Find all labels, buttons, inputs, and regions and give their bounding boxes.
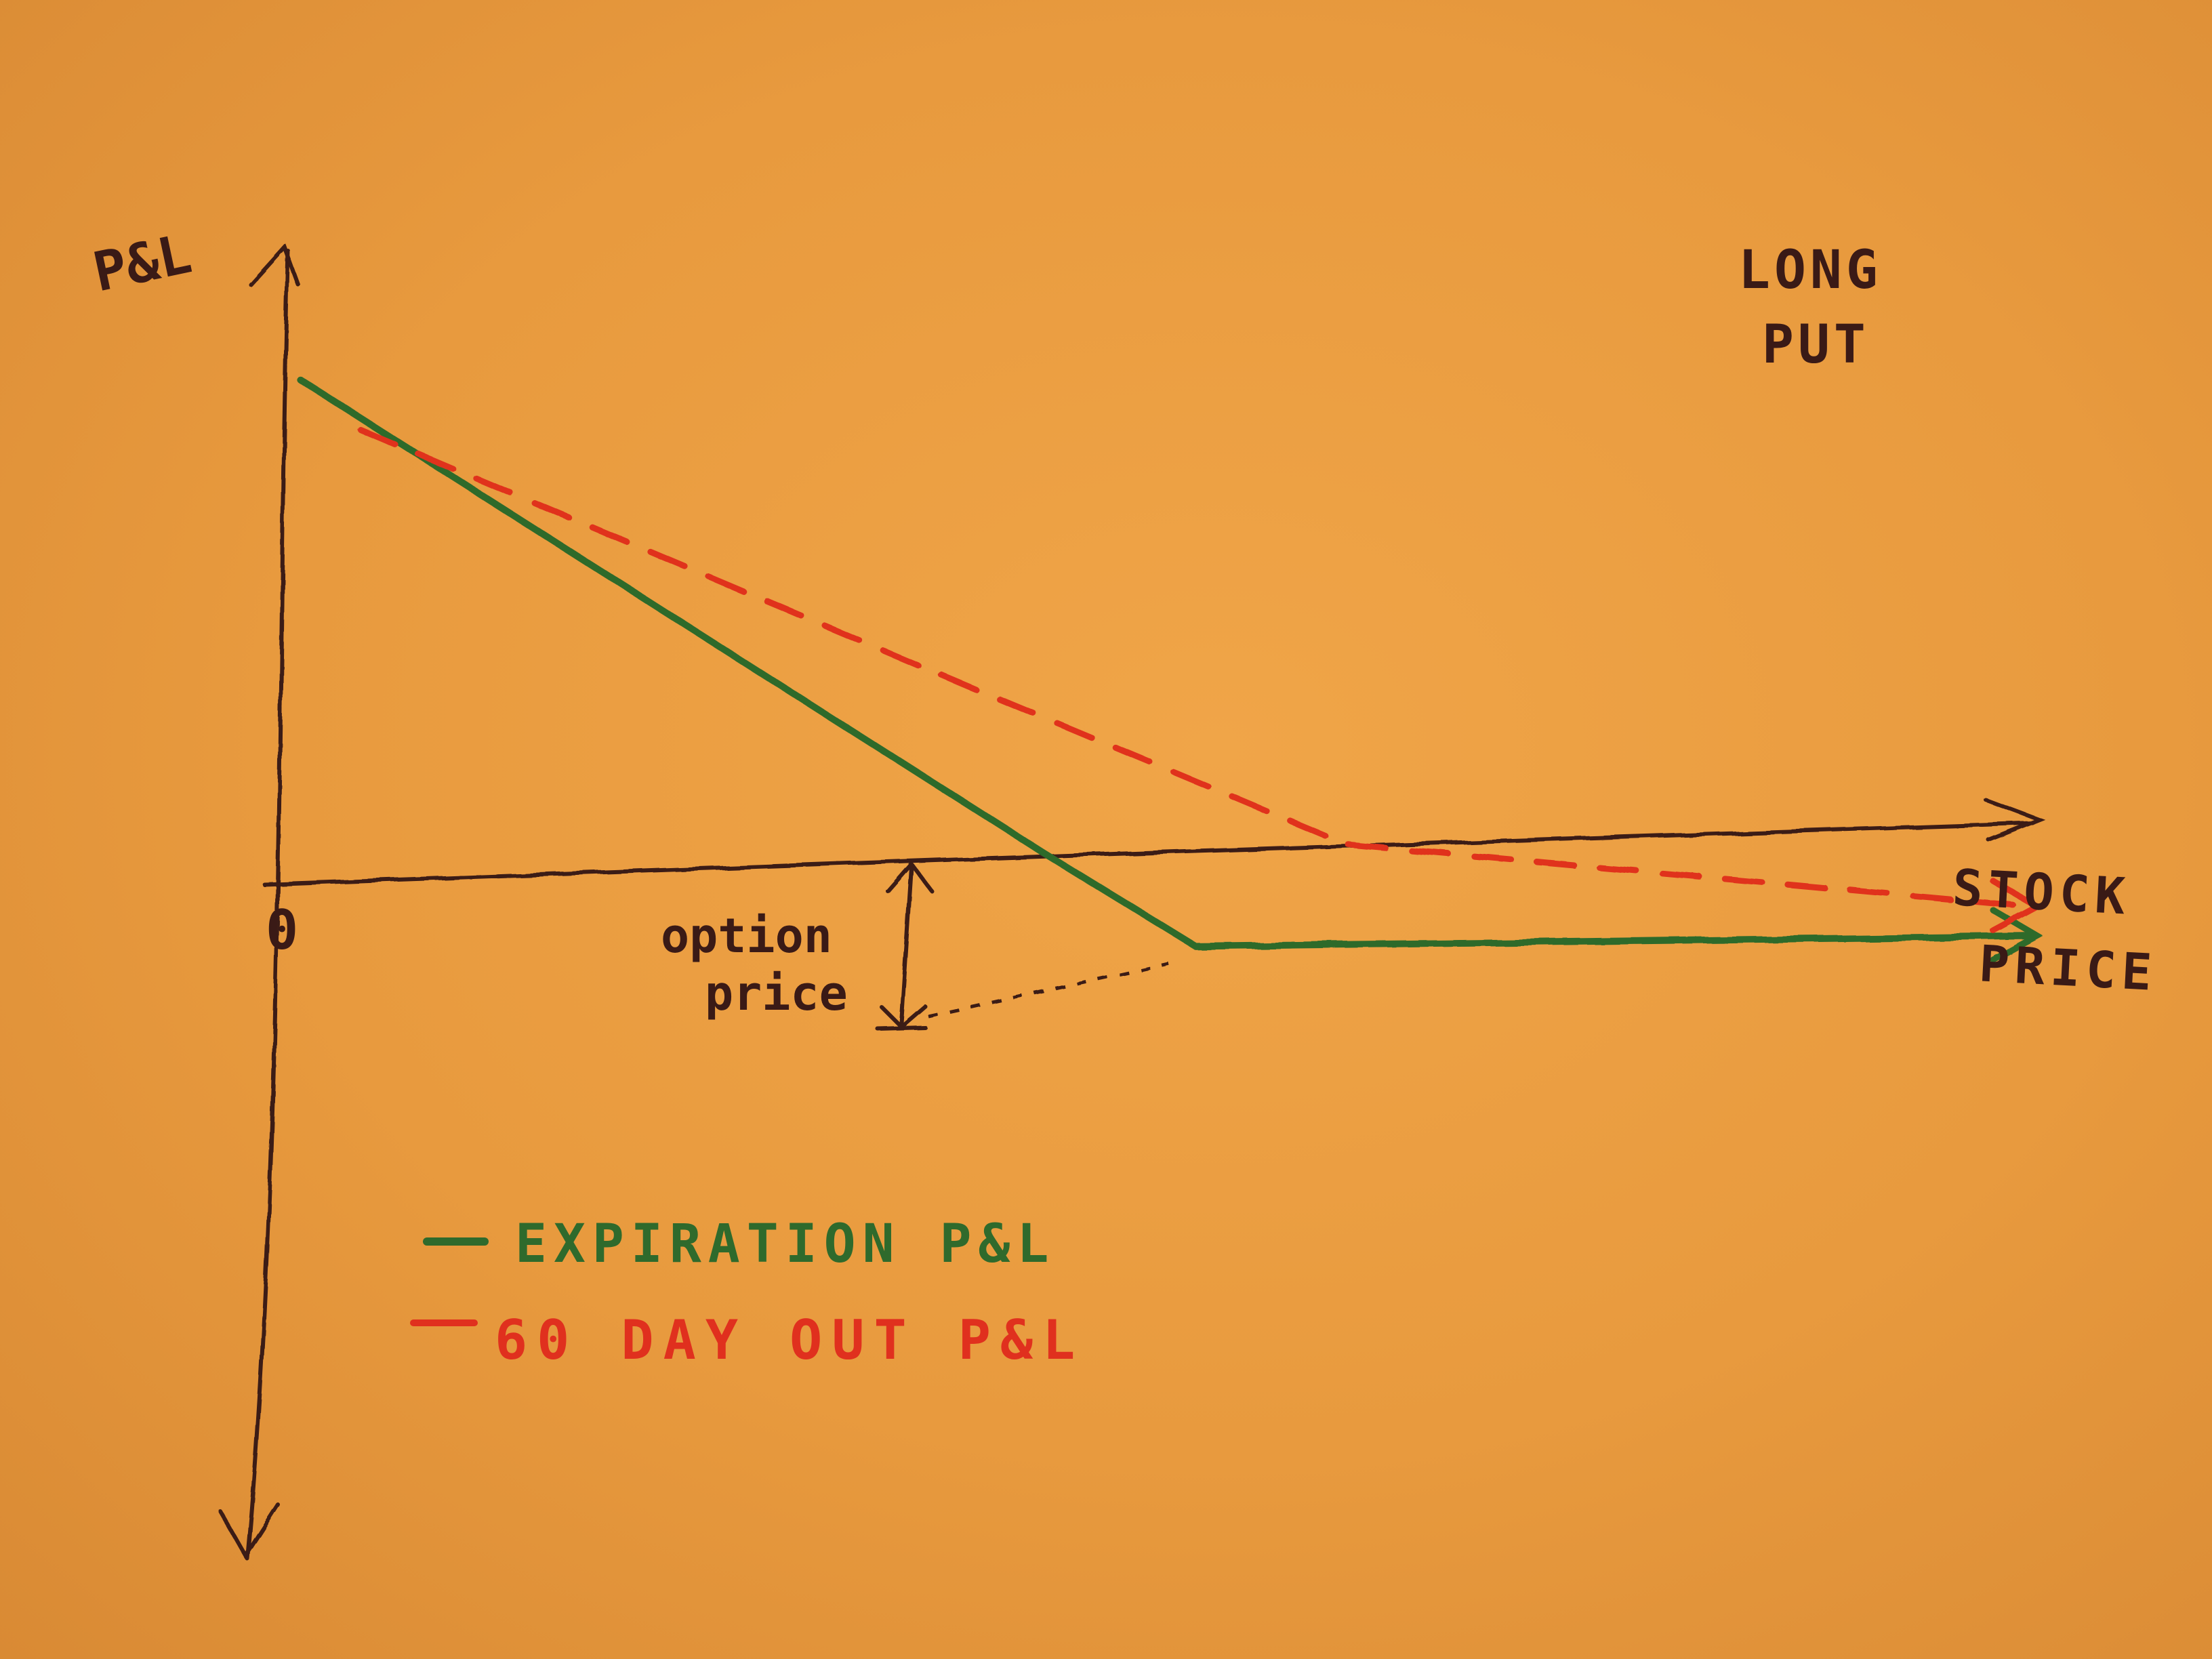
legend: EXPIRATION P&L 60 DAY OUT P&L xyxy=(410,1214,1084,1372)
y-axis xyxy=(245,249,290,1561)
series-arrow-60day xyxy=(1990,878,2044,934)
origin-label: 0 xyxy=(266,899,298,962)
option-price-arrow xyxy=(876,861,934,1031)
legend-label-60day: 60 DAY OUT P&L xyxy=(495,1309,1084,1372)
series-arrow-expiration xyxy=(1990,907,2044,963)
series-line-expiration xyxy=(296,375,2034,950)
annotation-line-2: price xyxy=(705,966,848,1021)
option-price-annotation: option price xyxy=(661,908,861,1021)
chart-title-line-1: LONG xyxy=(1738,240,1882,301)
option-price-guide xyxy=(928,961,1169,1019)
x-axis-label: STOCK PRICE xyxy=(1947,859,2167,1002)
chart-title-line-2: PUT xyxy=(1762,314,1870,375)
series-line-60day xyxy=(357,426,2034,910)
chart-title: LONG PUT xyxy=(1738,240,1918,375)
x-axis-arrow xyxy=(1984,798,2046,842)
y-axis-arrow-bottom xyxy=(218,1502,280,1559)
annotation-line-1: option xyxy=(661,908,832,964)
legend-label-expiration: EXPIRATION P&L xyxy=(515,1214,1055,1275)
x-axis-label-line-2: PRICE xyxy=(1978,935,2158,1002)
x-axis-label-line-1: STOCK xyxy=(1951,859,2132,926)
x-axis xyxy=(262,821,2035,886)
y-axis-arrow-top xyxy=(249,243,300,287)
y-axis-label: P&L xyxy=(88,222,197,304)
